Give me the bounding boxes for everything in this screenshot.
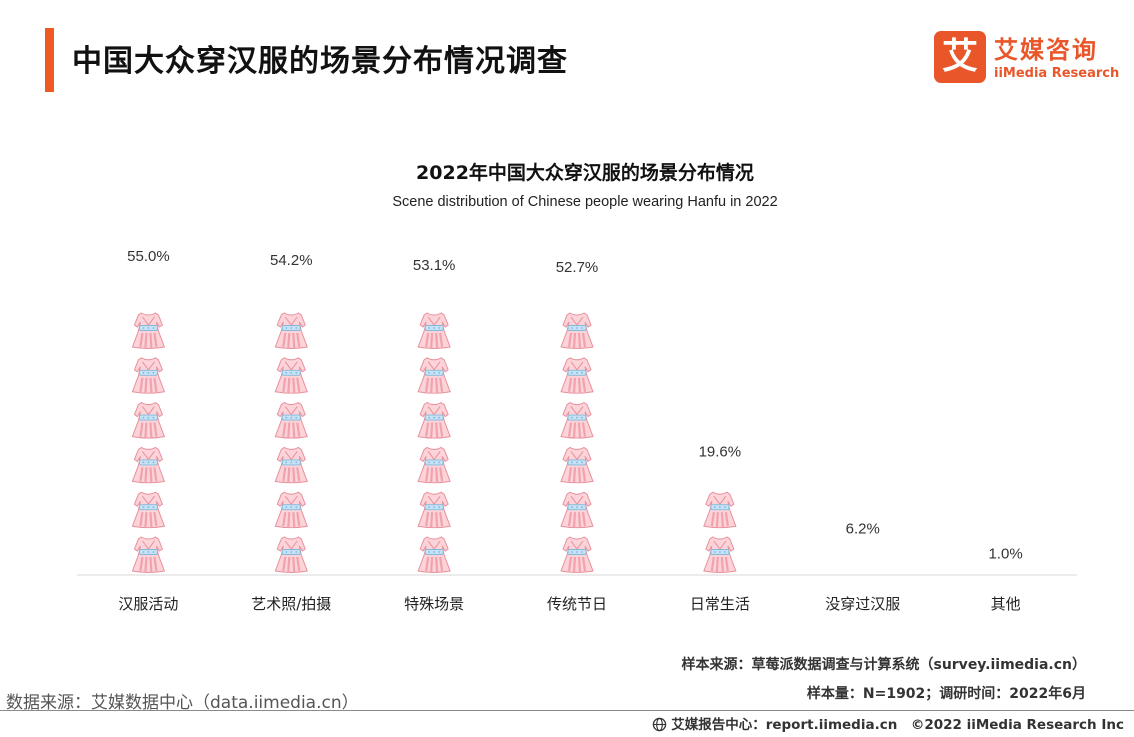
sample-size: 样本量：N=1902；调研时间：2022年6月 xyxy=(806,686,1086,702)
hanfu-dress-icon xyxy=(560,356,594,394)
hanfu-dress-icon xyxy=(274,356,309,394)
hanfu-dress-icon xyxy=(702,535,737,573)
hanfu-dress-icon-partial xyxy=(274,274,309,305)
category-label: 传统节日 xyxy=(547,595,607,613)
bar-5: 19.6% 日常生活 xyxy=(690,443,750,613)
ai-logo-icon: 艾 xyxy=(934,31,986,83)
value-label: 6.2% xyxy=(846,521,880,538)
hanfu-dress-icon xyxy=(274,535,309,573)
hanfu-dress-icon xyxy=(560,491,594,529)
value-label: 1.0% xyxy=(988,545,1022,562)
footer-text: 艾媒报告中心：report.iimedia.cn ©2022 iiMedia R… xyxy=(671,717,1124,733)
chart-subtitle: Scene distribution of Chinese people wea… xyxy=(392,194,778,210)
chart-title: 2022年中国大众穿汉服的场景分布情况 xyxy=(416,162,754,184)
category-label: 艺术照/拍摄 xyxy=(251,595,331,613)
bar-4: 52.7% 传统节日 xyxy=(547,259,607,613)
hanfu-dress-icon xyxy=(131,311,166,349)
hanfu-dress-icon xyxy=(274,311,309,349)
hanfu-dress-icon xyxy=(417,491,452,529)
value-label: 52.7% xyxy=(556,259,599,276)
hanfu-dress-icon xyxy=(131,401,166,439)
category-label: 特殊场景 xyxy=(404,595,464,613)
hanfu-dress-icon xyxy=(560,401,594,439)
hanfu-dress-icon xyxy=(560,311,594,349)
category-label: 其他 xyxy=(991,595,1021,613)
globe-icon xyxy=(652,717,667,732)
sample-source: 样本来源：草莓派数据调查与计算系统（survey.iimedia.cn） xyxy=(681,657,1086,673)
hanfu-dress-icon xyxy=(702,491,737,529)
hanfu-dress-icon xyxy=(417,446,452,484)
hanfu-dress-icon xyxy=(131,535,166,573)
data-source: 数据来源：艾媒数据中心（data.iimedia.cn） xyxy=(6,693,359,713)
bar-3: 53.1% 特殊场景 xyxy=(404,257,464,613)
footer-copyright: 艾媒报告中心：report.iimedia.cn ©2022 iiMedia R… xyxy=(652,713,1124,733)
hanfu-dress-icon xyxy=(560,446,594,484)
hanfu-dress-icon-partial xyxy=(131,270,166,305)
footer-divider xyxy=(0,710,1134,711)
category-label: 日常生活 xyxy=(690,595,750,613)
category-label: 没穿过汉服 xyxy=(825,595,900,613)
hanfu-dress-icon xyxy=(131,446,166,484)
hanfu-dress-icon xyxy=(131,356,166,394)
category-label: 汉服活动 xyxy=(118,595,178,613)
hanfu-dress-icon xyxy=(417,535,452,573)
hanfu-dress-icon xyxy=(417,401,452,439)
title-accent-bar xyxy=(45,28,54,92)
hanfu-dress-icon xyxy=(131,491,166,529)
logo-english-name: iiMedia Research xyxy=(994,66,1120,81)
hanfu-dress-icon xyxy=(417,356,452,394)
brand-logo: 艾 艾媒咨询 iiMedia Research xyxy=(934,31,1124,87)
hanfu-dress-icon-partial xyxy=(845,543,880,573)
bar-7: 1.0% 其他 xyxy=(988,545,1022,613)
value-label: 19.6% xyxy=(699,443,742,460)
hanfu-dress-icon xyxy=(274,491,309,529)
logo-chinese-name: 艾媒咨询 xyxy=(994,36,1098,64)
hanfu-dress-icon xyxy=(417,311,452,349)
value-label: 55.0% xyxy=(127,248,170,265)
page-title: 中国大众穿汉服的场景分布情况调查 xyxy=(72,44,568,79)
bar-6: 6.2% 没穿过汉服 xyxy=(825,521,900,613)
value-label: 54.2% xyxy=(270,252,313,269)
hanfu-dress-icon xyxy=(274,401,309,439)
hanfu-dress-icon xyxy=(274,446,309,484)
bar-2: 54.2% 艺术照/拍摄 xyxy=(251,252,331,613)
hanfu-dress-icon xyxy=(560,535,594,573)
value-label: 53.1% xyxy=(413,257,456,274)
bar-1: 55.0% 汉服活动 xyxy=(118,248,178,613)
